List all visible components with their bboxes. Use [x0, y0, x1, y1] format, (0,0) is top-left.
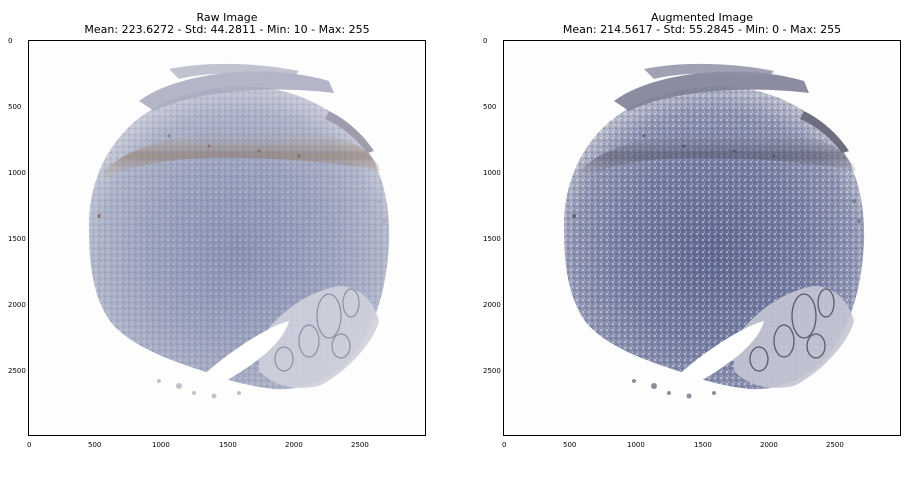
y-tick-label: 1500: [483, 235, 501, 243]
x-tick-label: 1000: [152, 441, 170, 449]
tissue-image: [563, 63, 865, 399]
y-tick-label: 0: [8, 37, 13, 45]
x-tick-label: 500: [563, 441, 577, 449]
y-tick-label: 2500: [483, 367, 501, 375]
x-tick-label: 2000: [760, 441, 778, 449]
y-tick-label: 2000: [483, 301, 501, 309]
x-tick-label: 2000: [285, 441, 303, 449]
tissue-image: [88, 63, 390, 399]
y-tick-label: 2000: [8, 301, 26, 309]
x-tick-label: 2500: [351, 441, 369, 449]
x-tick-label: 500: [88, 441, 102, 449]
y-tick-label: 500: [483, 103, 497, 111]
image-axes: [28, 40, 426, 436]
y-tick-label: 0: [483, 37, 488, 45]
x-tick-label: 2500: [826, 441, 844, 449]
x-tick-label: 1500: [694, 441, 712, 449]
image-axes: [503, 40, 901, 436]
y-tick-label: 1000: [8, 169, 26, 177]
y-tick-label: 500: [8, 103, 22, 111]
panel-title: Raw Image Mean: 223.6272 - Std: 44.2811 …: [84, 11, 370, 36]
x-tick-label: 0: [27, 441, 32, 449]
y-tick-label: 1500: [8, 235, 26, 243]
x-tick-label: 1500: [219, 441, 237, 449]
y-tick-label: 1000: [483, 169, 501, 177]
x-tick-label: 0: [502, 441, 507, 449]
x-tick-label: 1000: [627, 441, 645, 449]
y-tick-label: 2500: [8, 367, 26, 375]
panel-title: Augmented Image Mean: 214.5617 - Std: 55…: [562, 11, 842, 36]
